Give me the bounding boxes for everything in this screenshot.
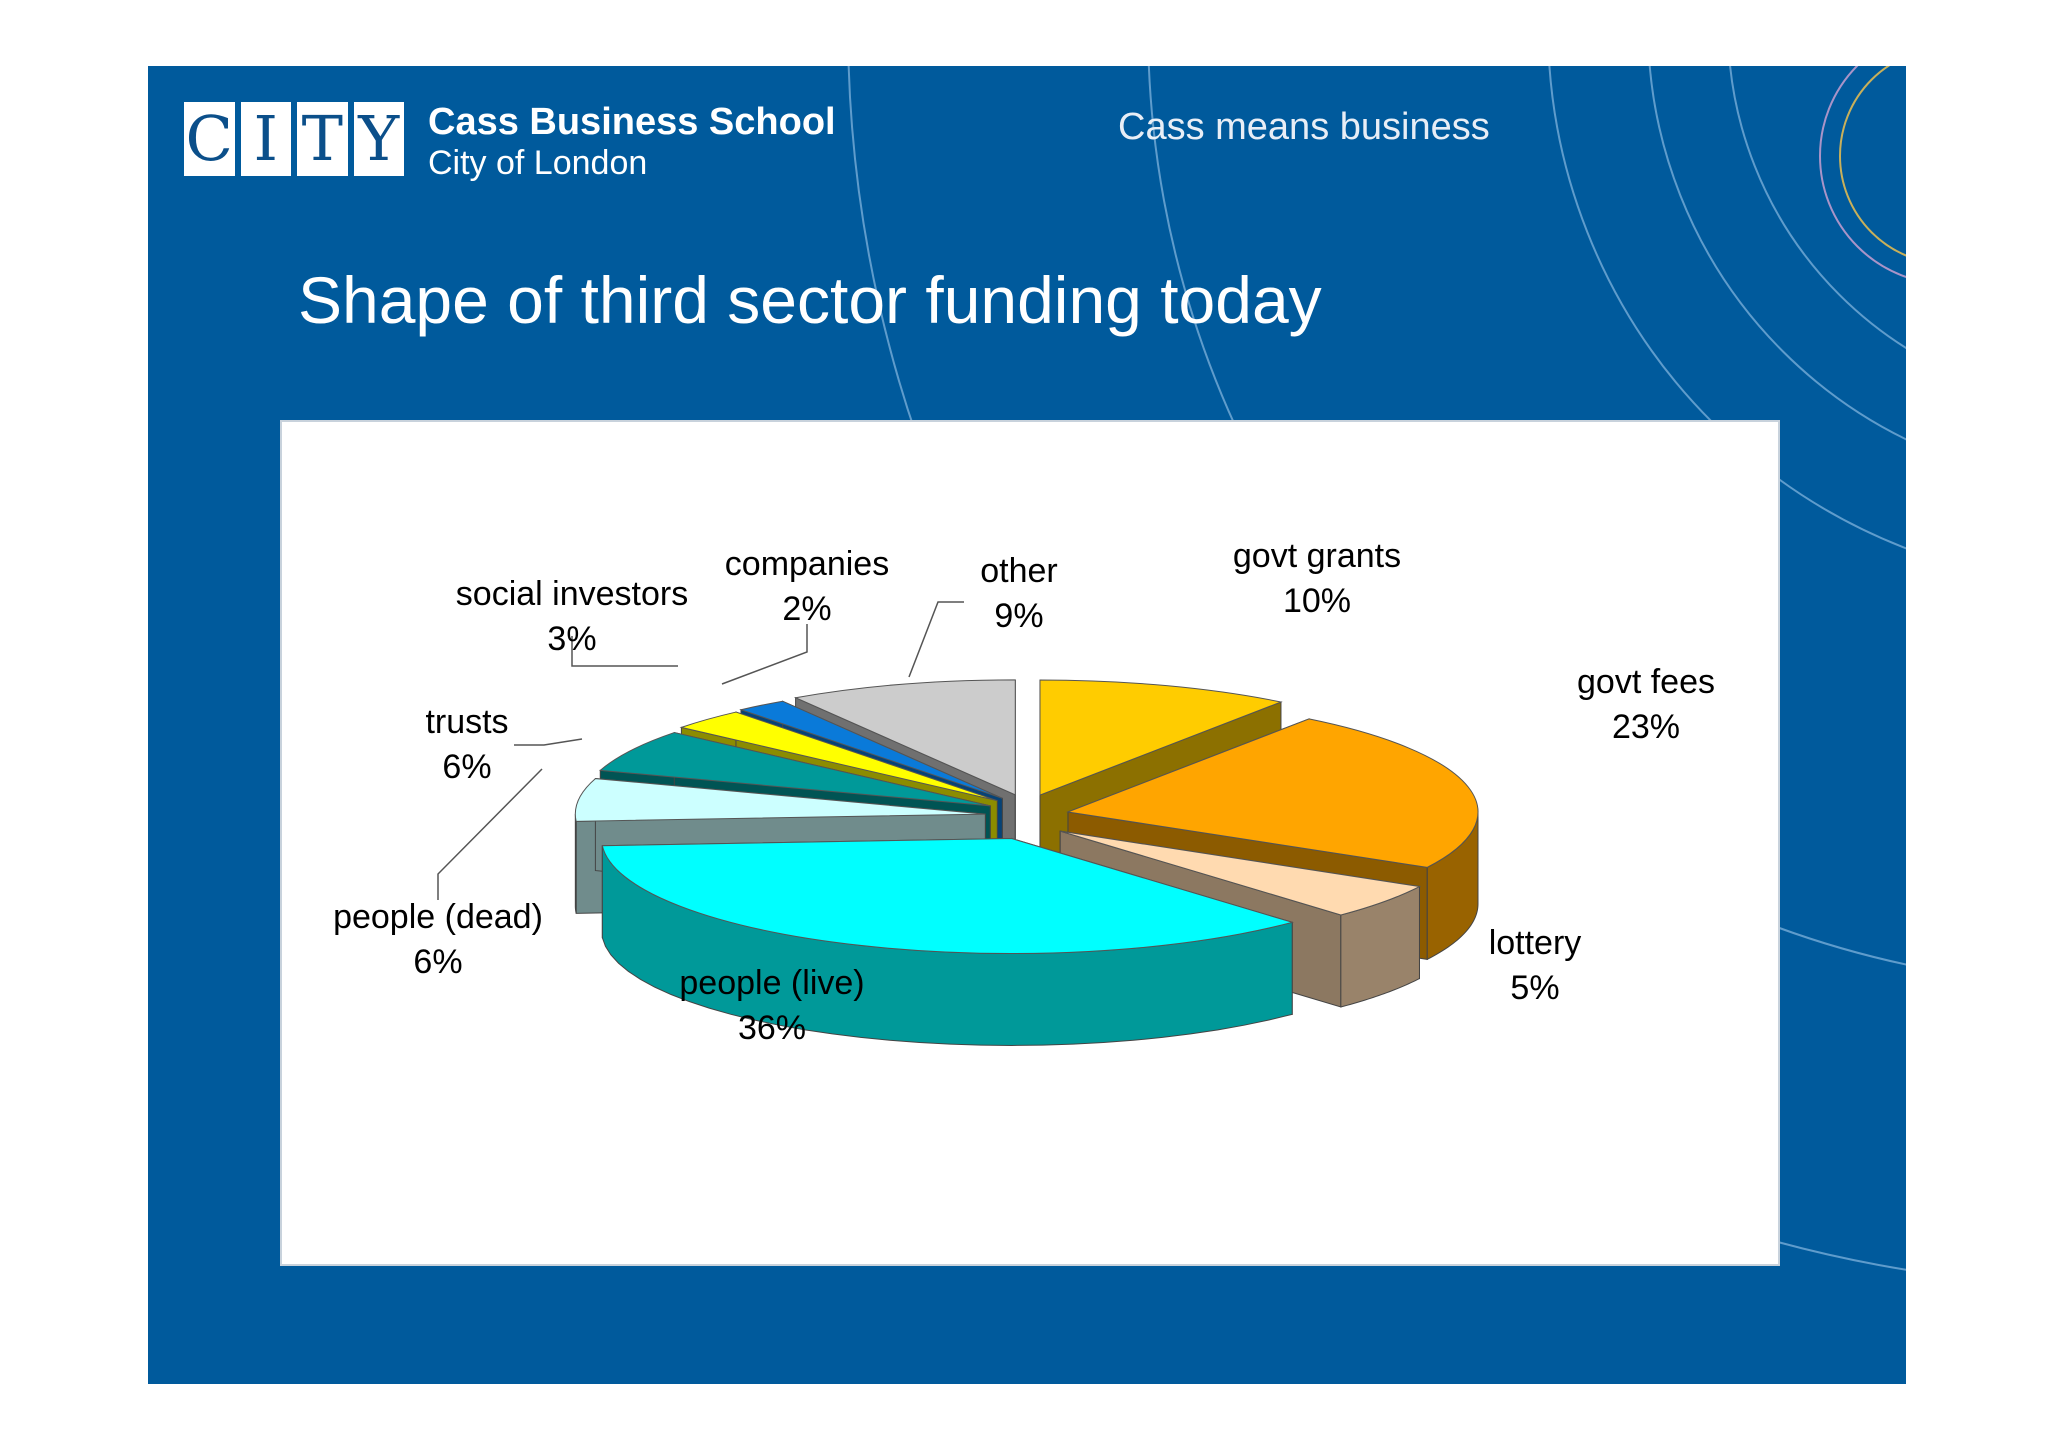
slice-value-label: 36%	[738, 1009, 806, 1047]
city-logo: C I T Y	[184, 102, 404, 176]
pie-slices	[574, 679, 1479, 1046]
slice-value-label: 10%	[1283, 582, 1351, 620]
pie-slice-top	[1060, 830, 1422, 916]
logo-letter: Y	[353, 102, 404, 176]
leader-line	[721, 624, 808, 685]
tagline: Cass means business	[1118, 106, 1490, 148]
pie-slice-top	[574, 778, 986, 822]
slice-label: govt fees	[1577, 663, 1715, 701]
pie-slice-top	[793, 679, 1016, 796]
decorative-arcs	[847, 66, 1906, 1271]
slice-label: social investors	[456, 575, 688, 613]
pie-slice-top	[1039, 679, 1283, 796]
page-title: Shape of third sector funding today	[298, 263, 1322, 337]
school-brand: Cass Business School City of London	[428, 100, 836, 182]
leader-line	[514, 738, 583, 746]
school-name: Cass Business School	[428, 101, 836, 143]
leader-line	[908, 601, 964, 678]
pie-chart: govt grants 10% govt fees 23% lottery 5% peopl…	[333, 537, 1715, 1047]
pie-slice-top	[679, 711, 998, 802]
slice-value-label: 23%	[1612, 708, 1680, 746]
logo-letter: C	[184, 102, 235, 176]
slice-value-label: 3%	[547, 620, 596, 658]
logo-letter: I	[240, 102, 291, 176]
pie-slice-top	[599, 732, 991, 807]
leader-line	[571, 636, 678, 667]
slice-value-label: 2%	[782, 590, 831, 628]
pie-slice-top	[1066, 718, 1479, 868]
slice-value-label: 6%	[413, 943, 462, 981]
slice-value-label: 5%	[1510, 969, 1559, 1007]
slice-label: other	[980, 552, 1058, 590]
slice-label: companies	[725, 545, 889, 583]
school-location: City of London	[428, 144, 648, 182]
slice-value-label: 6%	[442, 748, 491, 786]
pie-slice-side	[574, 814, 577, 914]
slice-label: trusts	[425, 703, 508, 741]
slide: C I T Y Cass Business School City of Lon…	[148, 66, 1906, 1384]
logo-letter: T	[297, 102, 348, 176]
pie-slice	[601, 837, 1295, 1046]
slice-value-label: 9%	[994, 597, 1043, 635]
slice-label: lottery	[1489, 924, 1582, 962]
pie-slice-top	[739, 700, 1003, 799]
leader-line	[437, 768, 543, 900]
slice-label: people (live)	[679, 964, 864, 1002]
pie-slice-top	[601, 837, 1295, 954]
slice-label: people (dead)	[333, 898, 543, 936]
chart-panel: govt grants 10% govt fees 23% lottery 5% peopl…	[280, 420, 1780, 1266]
slice-label: govt grants	[1233, 537, 1401, 575]
